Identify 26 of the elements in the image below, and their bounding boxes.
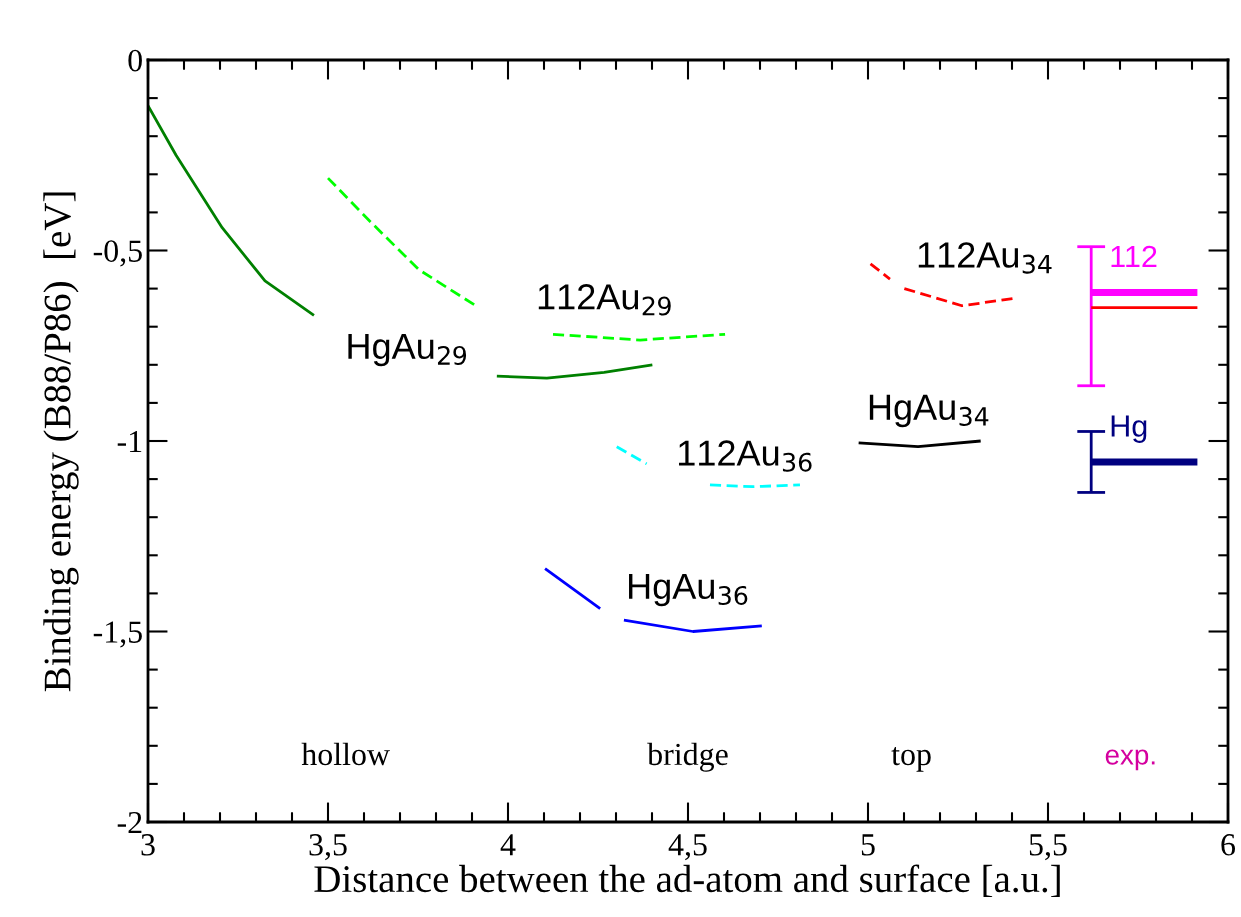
annotation: hollow — [301, 742, 390, 766]
y-tick-label: -0,5 — [93, 240, 142, 267]
x-tick-label: 3,5 — [309, 834, 347, 861]
annotation: bridge — [647, 742, 728, 772]
x-tick-label: 5,5 — [1029, 834, 1067, 861]
series-label: Hg — [1111, 415, 1147, 443]
x-tick-label: 6 — [1221, 834, 1236, 856]
x-tick-label: 4 — [500, 834, 516, 856]
y-tick-label: -1,5 — [93, 621, 142, 648]
annotation: top — [891, 746, 931, 772]
x-axis-title: Distance between the ad-atom and surface [a.u.] — [314, 864, 1060, 898]
y-tick-label: -1 — [117, 430, 142, 453]
annotation: HgAu$_{34}$ — [869, 394, 989, 428]
y-tick-label: 0 — [128, 49, 142, 72]
y-axis-title: Binding energy (B88/P86) [eV] — [43, 192, 79, 692]
annotation: 112Au$_{34}$ — [918, 242, 1052, 274]
annotation: 112Au$_{36}$ — [679, 440, 812, 472]
x-tick-label: 3 — [141, 834, 155, 856]
annotation: HgAu$_{36}$ — [629, 573, 748, 607]
x-tick-label: 5 — [861, 834, 875, 856]
series-label: 112 — [1111, 245, 1157, 268]
y-tick-label: -2 — [117, 811, 142, 834]
annotation: 112Au$_{29}$ — [538, 284, 671, 316]
x-tick-label: 4,5 — [668, 834, 707, 861]
annotation: exp. — [1105, 749, 1155, 771]
annotation: HgAu$_{29}$ — [348, 333, 467, 367]
